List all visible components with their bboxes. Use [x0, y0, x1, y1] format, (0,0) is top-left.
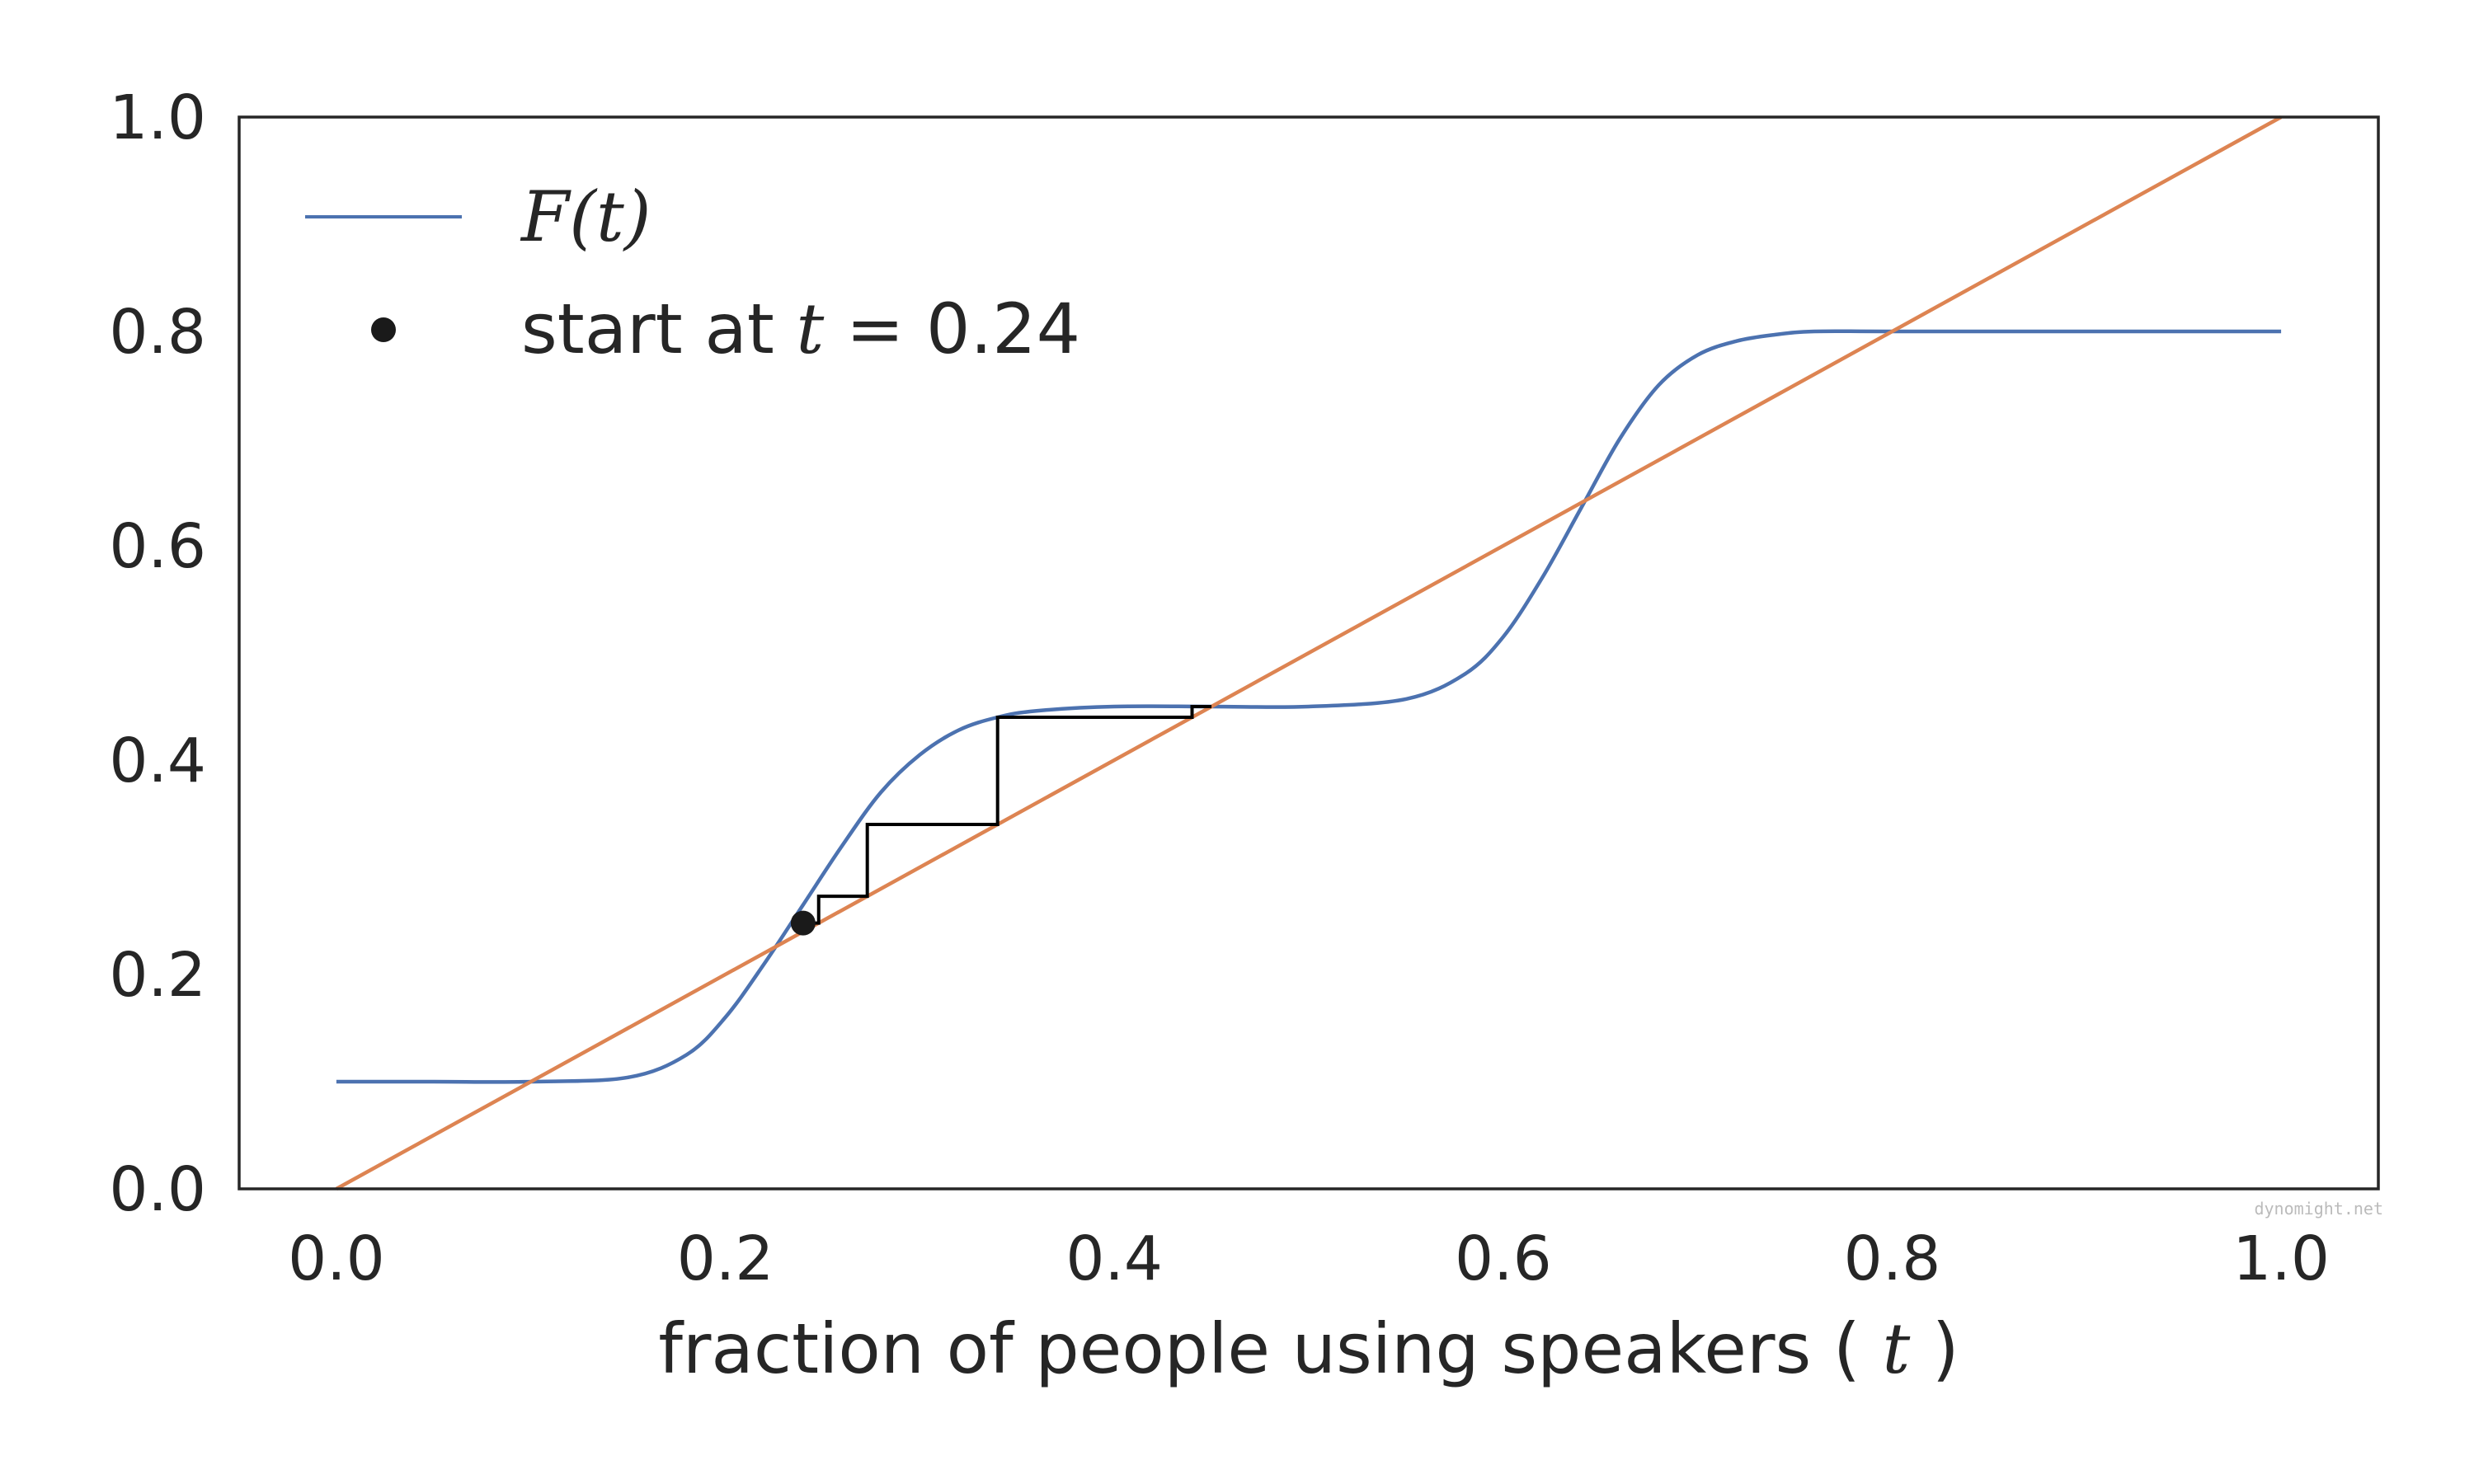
- legend-label-start-suffix: = 0.24: [846, 289, 1080, 369]
- cobweb-steps: [802, 705, 1212, 925]
- ticks-layer: 0.0 0.2 0.4 0.6 0.8 1.0 0.0 0.2 0.4 0.6 0.8 1.0: [109, 82, 2330, 1294]
- y-tick-label-5: 1.0: [109, 82, 206, 153]
- x-tick-label-0: 0.0: [288, 1223, 385, 1294]
- identity-line: [335, 115, 2283, 1190]
- legend: F(t) start at t = 0.24: [305, 176, 1080, 369]
- x-axis-title: fraction of people using speakers ( t ): [658, 1308, 1959, 1389]
- x-tick-label-4: 0.8: [1844, 1223, 1941, 1294]
- legend-label-start-prefix: start at: [521, 289, 796, 369]
- y-tick-label-0: 0.0: [109, 1154, 206, 1225]
- legend-label-f: F(t): [520, 176, 651, 257]
- start-point-marker: [790, 910, 816, 936]
- series-layer: [335, 115, 2283, 1190]
- x-axis-title-var: t: [1882, 1308, 1910, 1389]
- legend-dot-swatch: [371, 317, 396, 342]
- f-curve: [336, 329, 2282, 1084]
- x-tick-label-2: 0.4: [1065, 1223, 1163, 1294]
- legend-label-start: start at t = 0.24: [521, 289, 1080, 369]
- x-tick-label-1: 0.2: [677, 1223, 774, 1294]
- plot-frame: [238, 115, 2380, 1190]
- y-tick-label-4: 0.8: [109, 297, 206, 368]
- x-tick-label-3: 0.6: [1455, 1223, 1552, 1294]
- y-tick-label-3: 0.6: [109, 511, 206, 582]
- x-axis-title-prefix: fraction of people using speakers (: [658, 1308, 1860, 1389]
- legend-label-start-var: t: [796, 289, 824, 369]
- y-tick-label-1: 0.2: [109, 940, 206, 1011]
- x-axis-title-suffix: ): [1932, 1308, 1959, 1389]
- watermark: dynomight.net: [2254, 1199, 2383, 1219]
- x-tick-label-5: 1.0: [2232, 1223, 2330, 1294]
- legend-label-f-text: F(t): [520, 176, 651, 257]
- y-tick-label-2: 0.4: [109, 726, 206, 796]
